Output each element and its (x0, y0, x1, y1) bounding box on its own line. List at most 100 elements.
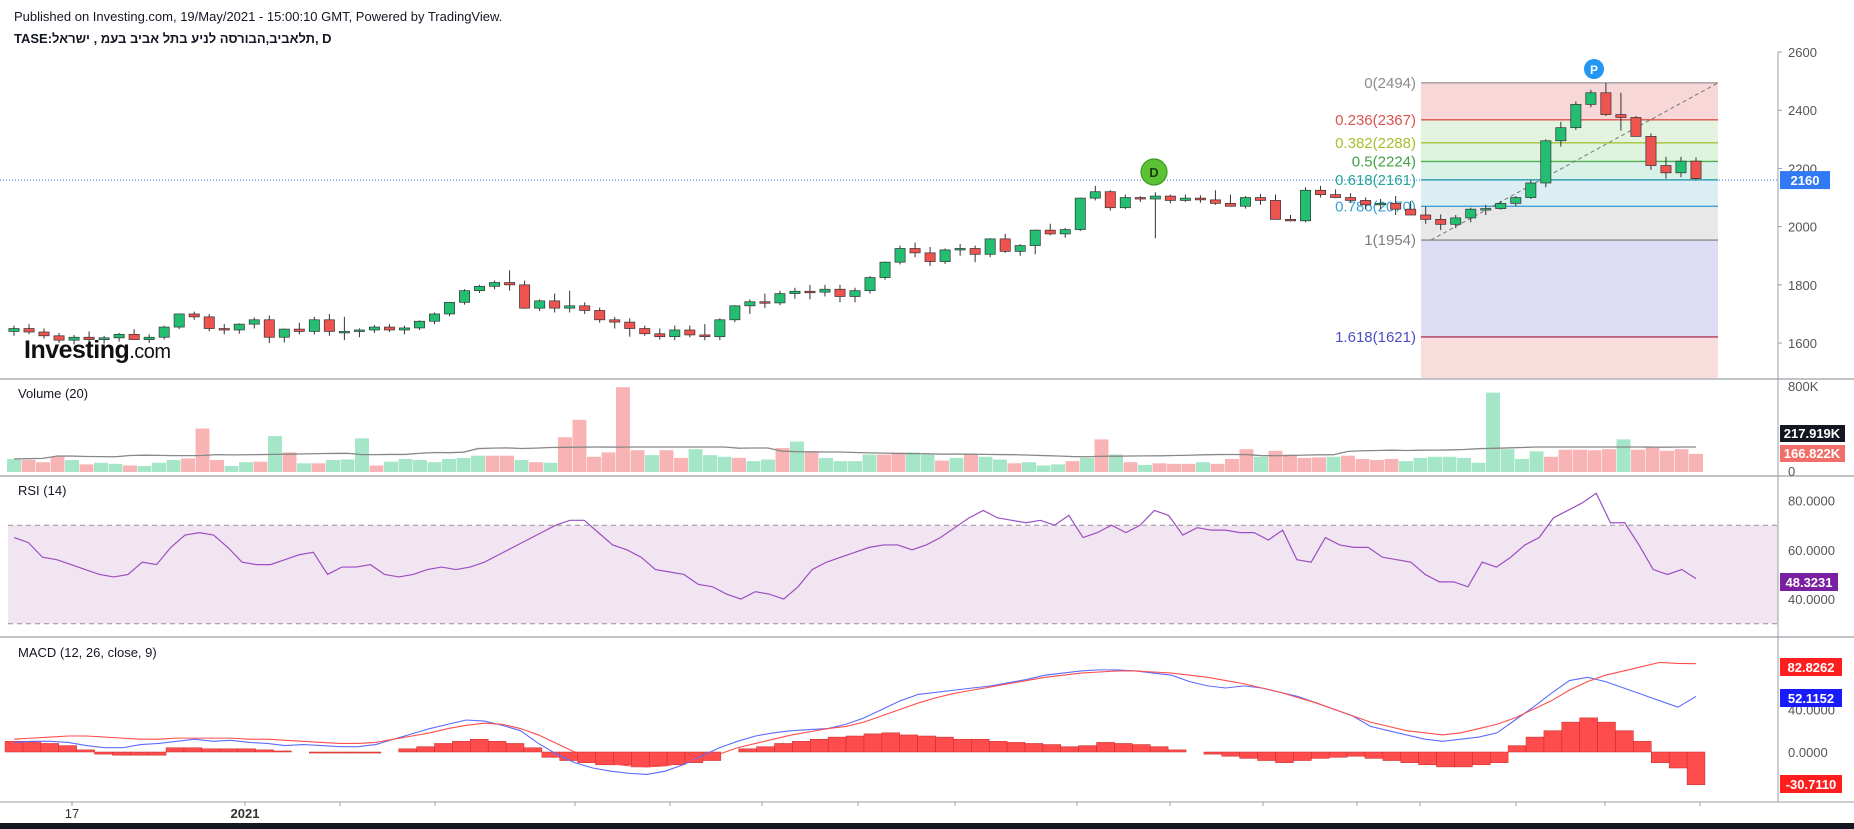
candle-body (819, 288, 831, 293)
candle-body (774, 293, 786, 304)
volume-bar (166, 460, 181, 472)
volume-bar (819, 457, 833, 472)
fib-zone (1421, 142, 1718, 162)
time-axis-label: 17 (65, 806, 79, 821)
volume-axis-label: 800K (1788, 379, 1819, 394)
macd-histogram-bar (917, 735, 936, 753)
macd-histogram-bar (631, 751, 650, 768)
candle-body (1285, 219, 1296, 222)
candle-body (1615, 114, 1627, 118)
volume-badge (1780, 445, 1845, 462)
volume-bar (1312, 457, 1326, 472)
candle-body (188, 313, 200, 318)
macd-histogram-bar (398, 748, 417, 753)
candle-body (173, 313, 185, 328)
candle-body (1270, 200, 1281, 220)
macd-histogram-bar (1400, 751, 1419, 763)
volume-bar (630, 450, 645, 472)
fib-zone (1421, 161, 1718, 180)
candle-body (414, 320, 425, 329)
macd-badge (1780, 689, 1842, 707)
volume-bar (224, 466, 239, 472)
candle-body (1315, 189, 1327, 195)
candle-body (1059, 229, 1071, 235)
candle-body (53, 335, 65, 341)
volume-bar (746, 461, 761, 472)
rsi-pane (8, 492, 1778, 625)
fib-zone (1421, 240, 1718, 337)
candle-body (1224, 203, 1236, 207)
volume-bar (587, 456, 601, 472)
candle-body (353, 329, 365, 332)
volume-bar (1515, 458, 1529, 472)
volume-bar (456, 457, 471, 472)
candle-body (293, 328, 305, 332)
volume-bar (485, 455, 500, 472)
macd-histogram-bar (881, 732, 900, 753)
volume-bar (1399, 461, 1413, 472)
macd-histogram-bar (237, 748, 256, 753)
macd-histogram-bar (1382, 751, 1402, 761)
candle-body (549, 300, 561, 309)
candle-body (383, 326, 395, 331)
macd-histogram-bar (326, 751, 346, 754)
volume-bar (340, 459, 355, 472)
volume-bar (1486, 392, 1500, 472)
volume-bar (253, 461, 268, 472)
volume-bar (1022, 462, 1036, 472)
volume-bar (1036, 465, 1051, 472)
macd-histogram-bar (1489, 751, 1509, 763)
fib-zone (1421, 336, 1718, 378)
macd-histogram-bar (1042, 744, 1062, 753)
candle-body (1420, 214, 1432, 220)
fib-zone (1421, 179, 1718, 207)
volume-axis-label: 0 (1788, 464, 1795, 479)
candle-body (278, 328, 290, 338)
candle-body (924, 252, 936, 262)
macd-histogram-bar (988, 741, 1008, 753)
volume-bar (500, 455, 514, 472)
macd-histogram-bar (308, 751, 328, 754)
macd-histogram-bar (1328, 751, 1348, 758)
candle-body (969, 248, 981, 255)
candle-body (338, 331, 350, 334)
volume-bar (1442, 456, 1457, 472)
volume-bar (1370, 460, 1384, 472)
candle-body (804, 290, 816, 294)
macd-histogram-bar (1167, 749, 1187, 753)
macd-histogram-bar (774, 743, 793, 753)
macd-histogram-bar (810, 738, 829, 753)
candle-body (399, 327, 410, 331)
macd-histogram-bar (1024, 743, 1044, 753)
volume-bar (833, 461, 848, 472)
candle-body (939, 249, 951, 262)
volume-bar (1558, 449, 1573, 472)
candle-body (1014, 245, 1026, 252)
macd-histogram-bar (1507, 745, 1527, 753)
volume-bar (543, 462, 558, 472)
candle-body (1465, 208, 1477, 219)
rsi-line (13, 492, 1697, 600)
candle-body (1149, 195, 1161, 200)
macd-histogram-bar (1114, 743, 1133, 753)
candle-body (699, 334, 711, 338)
volume-bar (427, 462, 442, 472)
macd-histogram-bar (738, 748, 757, 753)
volume-bar (1341, 455, 1355, 472)
macd-histogram-bar (344, 751, 364, 754)
volume-badge-text: 166.822K (1784, 446, 1841, 461)
last-price-badge (1780, 171, 1830, 190)
candle-body (1209, 199, 1221, 204)
macd-signal-line (13, 661, 1697, 768)
macd-badge-text: 52.1152 (1788, 691, 1834, 706)
rsi-axis-label: 40.0000 (1788, 592, 1835, 607)
candle-body (654, 333, 666, 338)
macd-histogram-bar (1561, 721, 1580, 753)
candle-body (849, 290, 861, 297)
candle-body (1495, 203, 1507, 209)
fib-level-label: 1.618(1621) (1335, 329, 1416, 346)
volume-bar (79, 464, 94, 472)
macd-histogram-bar (434, 743, 453, 753)
macd-badge-text: -30.7110 (1786, 777, 1837, 792)
macd-histogram-bar (1418, 751, 1437, 766)
